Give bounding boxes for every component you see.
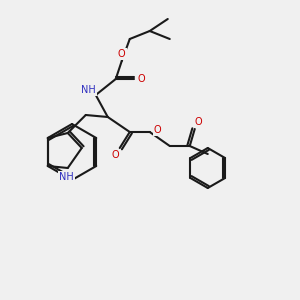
Text: NH: NH bbox=[59, 172, 74, 182]
Text: O: O bbox=[154, 125, 162, 135]
Text: O: O bbox=[118, 49, 126, 59]
Text: O: O bbox=[195, 117, 202, 127]
Text: NH: NH bbox=[81, 85, 96, 95]
Text: O: O bbox=[112, 150, 120, 160]
Text: O: O bbox=[138, 74, 146, 84]
